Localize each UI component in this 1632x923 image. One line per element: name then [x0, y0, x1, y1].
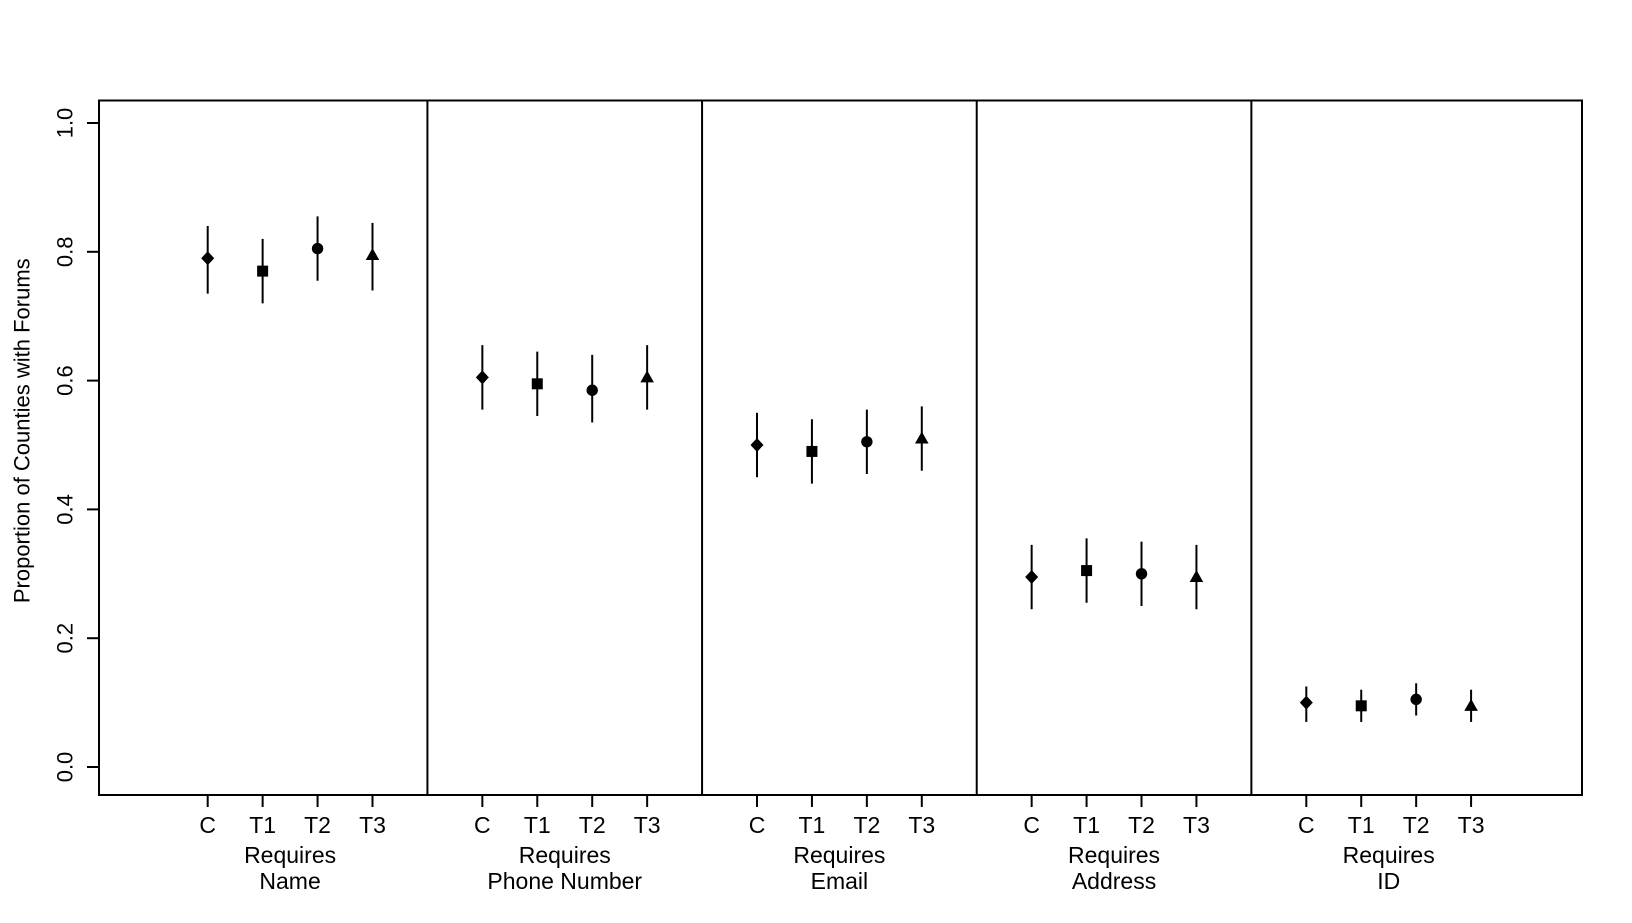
marker-circle	[311, 242, 324, 255]
marker-square	[806, 445, 818, 457]
y-tick-label: 0.2	[53, 623, 78, 654]
x-tick-label: T1	[799, 812, 826, 838]
panel-caption-line1: Requires	[793, 842, 885, 868]
x-tick-label: T2	[304, 812, 331, 838]
y-tick-label: 0.8	[53, 237, 78, 268]
marker-circle	[1410, 693, 1422, 706]
marker-triangle	[640, 370, 654, 383]
x-tick-label: T1	[524, 812, 551, 838]
x-tick-label: T3	[908, 812, 935, 838]
x-tick-label: T2	[853, 812, 880, 838]
x-tick-label: T3	[1458, 812, 1485, 838]
x-tick-label: T3	[634, 812, 661, 838]
x-tick-label: C	[199, 812, 216, 838]
marker-diamond	[475, 370, 489, 385]
panel-caption-line2: Email	[811, 868, 869, 894]
x-tick-label: C	[474, 812, 491, 838]
marker-square	[257, 265, 269, 277]
marker-diamond	[750, 438, 764, 452]
plot-box	[98, 99, 1583, 796]
y-tick-label: 0.6	[53, 365, 78, 396]
x-tick-label: T1	[1073, 812, 1100, 838]
marker-square	[531, 378, 543, 390]
marker-triangle	[1464, 698, 1478, 711]
x-tick-label: C	[1298, 812, 1315, 838]
marker-triangle	[365, 248, 380, 261]
panel-caption-line1: Requires	[244, 842, 336, 868]
y-axis-title: Proportion of Counties with Forums	[10, 258, 35, 603]
panel-caption-line1: Requires	[519, 842, 611, 868]
marker-triangle	[1189, 570, 1204, 583]
marker-triangle	[914, 431, 929, 444]
x-tick-label: C	[1023, 812, 1040, 838]
x-tick-label: T1	[249, 812, 276, 838]
x-tick-label: C	[749, 812, 766, 838]
y-tick-label: 0.4	[53, 494, 78, 525]
marker-circle	[586, 384, 598, 396]
marker-square	[1355, 700, 1367, 712]
x-tick-label: T2	[579, 812, 606, 838]
x-tick-label: T1	[1348, 812, 1375, 838]
marker-square	[1081, 565, 1093, 577]
marker-circle	[861, 436, 873, 448]
x-tick-label: T3	[1183, 812, 1210, 838]
x-tick-label: T3	[359, 812, 386, 838]
marker-diamond	[1299, 695, 1313, 710]
panel-caption-line2: Name	[259, 868, 320, 894]
panel-caption-line2: Phone Number	[487, 868, 642, 894]
panel-caption-line2: ID	[1377, 868, 1400, 894]
marker-diamond	[201, 251, 215, 266]
panel-caption-line1: Requires	[1343, 842, 1435, 868]
y-tick-label: 1.0	[53, 108, 78, 139]
x-tick-label: T2	[1128, 812, 1155, 838]
marker-circle	[1135, 568, 1148, 580]
marker-diamond	[1025, 570, 1039, 585]
panel-caption-line1: Requires	[1068, 842, 1160, 868]
panel-caption-line2: Address	[1072, 868, 1156, 894]
y-tick-label: 0.0	[53, 752, 78, 783]
x-tick-label: T2	[1403, 812, 1430, 838]
